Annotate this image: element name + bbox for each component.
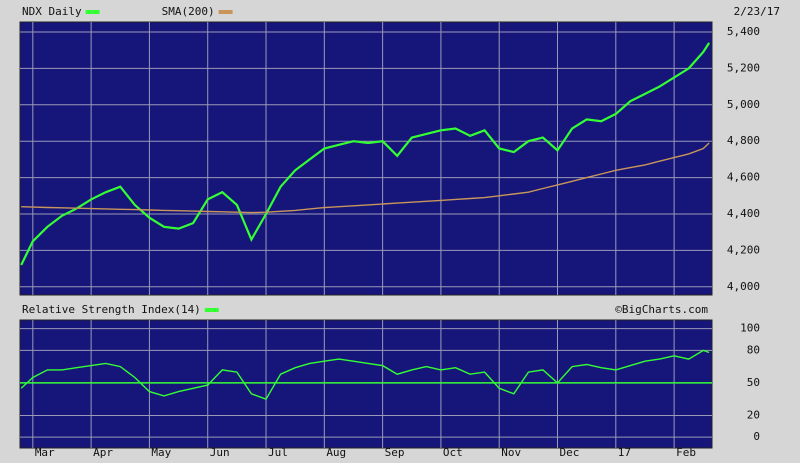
y-tick-label: 4,000 xyxy=(727,280,760,293)
plot-area xyxy=(19,319,713,449)
x-tick-label: Jun xyxy=(210,446,230,459)
date-label: 2/23/17 xyxy=(734,5,780,18)
y-tick-label: 5,000 xyxy=(727,98,760,111)
y-tick-label: 4,400 xyxy=(727,207,760,220)
legend-label: NDX Daily xyxy=(22,5,82,18)
y-tick-label: 4,200 xyxy=(727,243,760,256)
x-tick-label: Sep xyxy=(385,446,405,459)
y-tick-label: 80 xyxy=(747,343,760,356)
y-tick-label: 4,600 xyxy=(727,171,760,184)
series-line xyxy=(20,349,710,401)
legend-swatch xyxy=(204,308,219,312)
x-tick-label: 17 xyxy=(618,446,631,459)
x-tick-label: Mar xyxy=(35,446,55,459)
y-tick-label: 5,400 xyxy=(727,25,760,38)
y-tick-label: 100 xyxy=(740,322,760,335)
watermark: ©BigCharts.com xyxy=(615,303,708,316)
x-tick-label: Apr xyxy=(93,446,113,459)
x-tick-label: Feb xyxy=(676,446,696,459)
legend-swatch xyxy=(85,10,100,14)
x-tick-label: Aug xyxy=(326,446,346,459)
x-tick-label: May xyxy=(151,446,171,459)
legend-label: Relative Strength Index(14) xyxy=(22,303,201,316)
y-tick-label: 20 xyxy=(747,408,760,421)
x-tick-label: Oct xyxy=(443,446,463,459)
y-tick-label: 0 xyxy=(753,430,760,443)
plot-area xyxy=(19,21,713,296)
legend-label: SMA(200) xyxy=(162,5,215,18)
y-tick-label: 50 xyxy=(747,376,760,389)
x-tick-label: Jul xyxy=(268,446,288,459)
series-line xyxy=(21,142,710,214)
series-line xyxy=(20,42,711,266)
y-tick-label: 4,800 xyxy=(727,134,760,147)
legend-swatch xyxy=(218,10,233,14)
x-tick-label: Nov xyxy=(501,446,521,459)
y-tick-label: 5,200 xyxy=(727,61,760,74)
x-tick-label: Dec xyxy=(560,446,580,459)
